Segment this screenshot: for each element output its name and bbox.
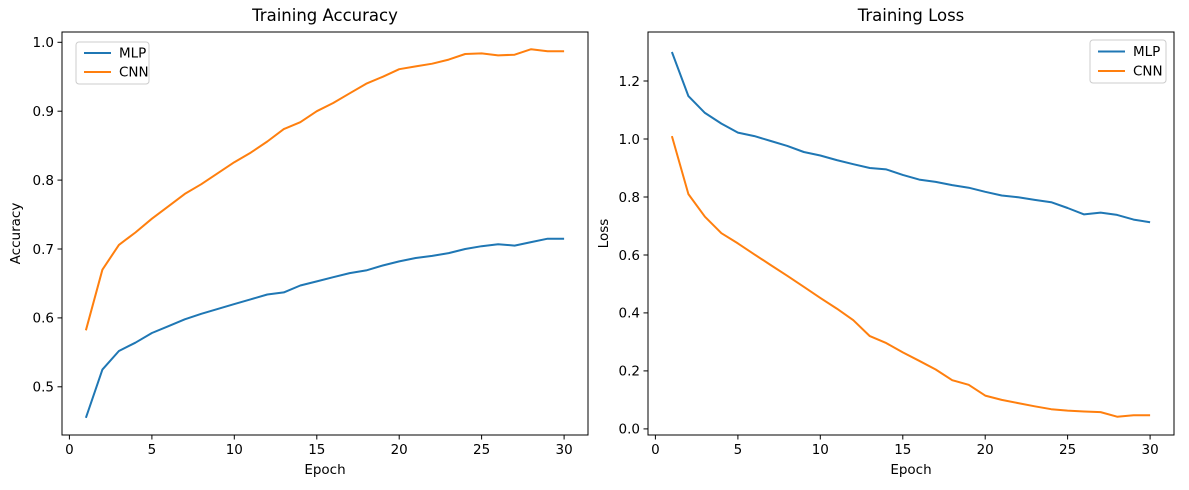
y-tick-label: 0.6 xyxy=(33,311,54,327)
loss-x-axis-label: Epoch xyxy=(890,462,931,478)
legend-label-cnn: CNN xyxy=(119,65,149,81)
x-tick-label: 25 xyxy=(1059,442,1076,458)
x-tick-label: 25 xyxy=(473,442,490,458)
y-tick-label: 0.4 xyxy=(619,306,640,322)
loss-legend: MLP CNN xyxy=(1089,39,1167,84)
y-tick-label: 1.0 xyxy=(33,35,54,51)
legend-label-mlp: MLP xyxy=(1133,44,1160,60)
loss-y-axis-label: Loss xyxy=(596,219,612,249)
series-line-mlp xyxy=(670,51,1151,224)
loss-chart-title: Training Loss xyxy=(857,6,965,25)
y-tick-label: 1.0 xyxy=(619,132,640,148)
x-tick-label: 5 xyxy=(148,442,157,458)
x-tick-label: 10 xyxy=(226,442,243,458)
legend-label-cnn: CNN xyxy=(1133,64,1163,80)
y-tick-label: 0.8 xyxy=(619,190,640,206)
x-tick-label: 15 xyxy=(308,442,325,458)
accuracy-legend: MLP CNN xyxy=(75,41,150,85)
axes-border xyxy=(647,31,1175,436)
accuracy-x-axis-label: Epoch xyxy=(304,462,345,478)
x-tick-label: 20 xyxy=(977,442,994,458)
series-line-mlp xyxy=(84,237,565,419)
loss-plot-area: 0 5 10 15 20 25 30 0.0 0.2 0.4 0.6 0.8 1.0 1.2 xyxy=(619,31,1175,458)
y-tick-label: 0.7 xyxy=(33,242,54,258)
x-tick-label: 15 xyxy=(894,442,911,458)
y-tick-label: 0.8 xyxy=(33,173,54,189)
subplot-training-loss: 0 5 10 15 20 25 30 0.0 0.2 0.4 0.6 0.8 1.0 1.2 Traini… xyxy=(596,6,1175,478)
subplot-training-accuracy: 0 5 10 15 20 25 30 0.5 0.6 0.7 0.8 0.9 1.0 Training … xyxy=(8,6,589,478)
accuracy-y-axis-label: Accuracy xyxy=(8,203,24,265)
axes-border xyxy=(61,31,589,436)
accuracy-plot-area: 0 5 10 15 20 25 30 0.5 0.6 0.7 0.8 0.9 1.0 xyxy=(33,31,589,458)
x-tick-label: 5 xyxy=(734,442,743,458)
series-line-cnn xyxy=(670,135,1151,418)
x-tick-label: 30 xyxy=(1142,442,1159,458)
legend-label-mlp: MLP xyxy=(119,46,146,62)
y-tick-label: 0.2 xyxy=(619,364,640,380)
x-tick-label: 0 xyxy=(65,442,74,458)
x-tick-label: 10 xyxy=(812,442,829,458)
y-tick-label: 0.9 xyxy=(33,104,54,120)
accuracy-chart-title: Training Accuracy xyxy=(251,6,398,25)
x-tick-label: 0 xyxy=(651,442,660,458)
y-tick-label: 1.2 xyxy=(619,74,640,90)
y-tick-label: 0.0 xyxy=(619,422,640,438)
x-tick-label: 30 xyxy=(556,442,573,458)
y-tick-label: 0.5 xyxy=(33,380,54,396)
series-line-cnn xyxy=(84,48,565,331)
y-tick-label: 0.6 xyxy=(619,248,640,264)
x-tick-label: 20 xyxy=(391,442,408,458)
